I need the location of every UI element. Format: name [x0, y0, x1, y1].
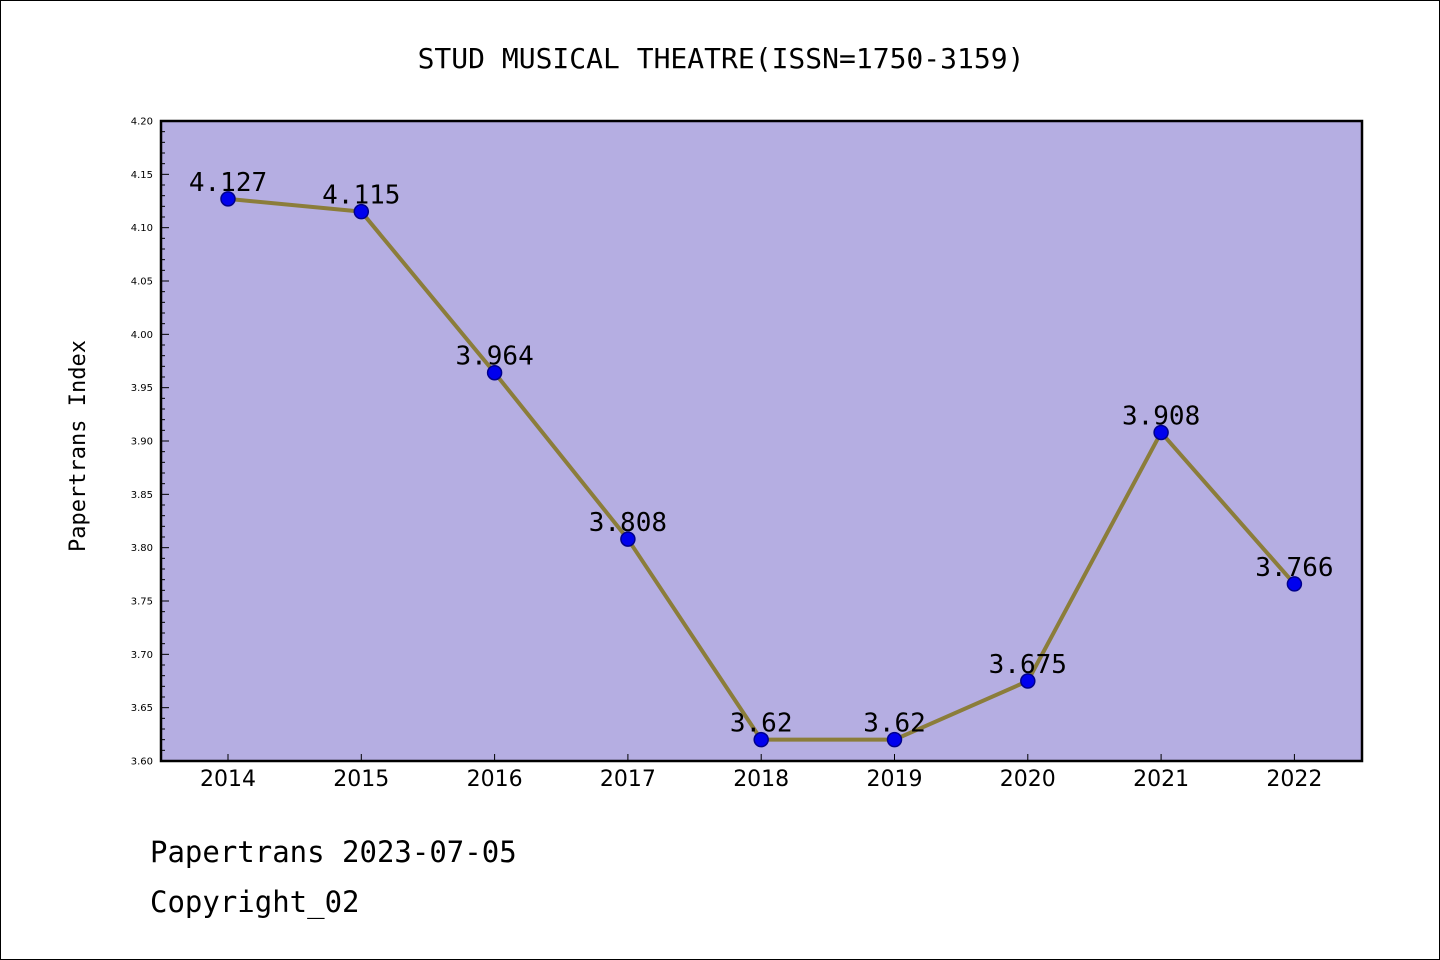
x-tick-label: 2019: [867, 767, 923, 792]
data-label: 3.908: [1122, 401, 1200, 431]
x-tick-label: 2022: [1266, 767, 1322, 792]
y-tick-label: 3.95: [131, 383, 153, 394]
data-label: 4.115: [322, 181, 400, 211]
data-points: [220, 191, 1303, 748]
x-tick-label: 2014: [200, 767, 256, 792]
y-tick-label: 3.70: [131, 650, 153, 661]
y-tick-label: 4.20: [131, 117, 153, 128]
data-point: [1153, 424, 1169, 441]
data-point: [886, 731, 903, 748]
y-tick-label: 4.10: [131, 223, 153, 234]
data-label: 3.766: [1255, 553, 1333, 583]
plot-frame: [159, 119, 1364, 763]
x-tick-label: 2017: [600, 767, 656, 792]
y-tick-label: 4.15: [131, 170, 153, 181]
data-point: [353, 203, 370, 220]
data-label: 3.62: [730, 709, 793, 739]
data-point: [220, 191, 236, 207]
footer-copyright: Copyright_02: [150, 885, 360, 919]
data-label: 4.127: [189, 168, 267, 198]
y-tick-label: 3.90: [131, 437, 153, 448]
footer-date: Papertrans 2023-07-05: [150, 835, 517, 869]
data-labels: 4.127 4.115 3.964 3.808 3.62 3.62 3.675 3.908 3.…: [189, 168, 1334, 739]
x-tick-label: 2015: [333, 767, 389, 792]
data-label: 3.964: [455, 342, 533, 372]
y-tick-label: 3.85: [131, 490, 153, 501]
x-tick-label: 2021: [1133, 767, 1189, 792]
data-point: [620, 531, 636, 547]
x-axis-ticks: 2014 2015 2016 2017 2018 2019 2020 2021 2022: [200, 754, 1322, 792]
y-tick-label: 3.75: [131, 597, 153, 608]
x-tick-label: 2020: [1000, 767, 1056, 792]
x-tick-label: 2016: [467, 767, 523, 792]
data-label: 3.62: [863, 709, 926, 739]
y-tick-label: 3.80: [131, 543, 153, 554]
data-label: 3.808: [589, 508, 667, 538]
y-axis-label: Papertrans Index: [66, 340, 91, 552]
data-point: [486, 364, 503, 381]
plot-area: [161, 121, 1362, 761]
data-point: [753, 731, 769, 748]
data-point: [1020, 673, 1036, 689]
chart-title: STUD MUSICAL THEATRE(ISSN=1750-3159): [418, 42, 1025, 75]
x-tick-label: 2018: [733, 767, 789, 792]
y-tick-label: 3.65: [131, 703, 153, 714]
y-tick-label: 4.00: [131, 330, 153, 341]
data-label: 3.675: [989, 650, 1067, 680]
data-point: [1286, 576, 1303, 592]
y-tick-label: 4.05: [131, 277, 153, 288]
y-tick-label: 3.60: [131, 757, 153, 768]
